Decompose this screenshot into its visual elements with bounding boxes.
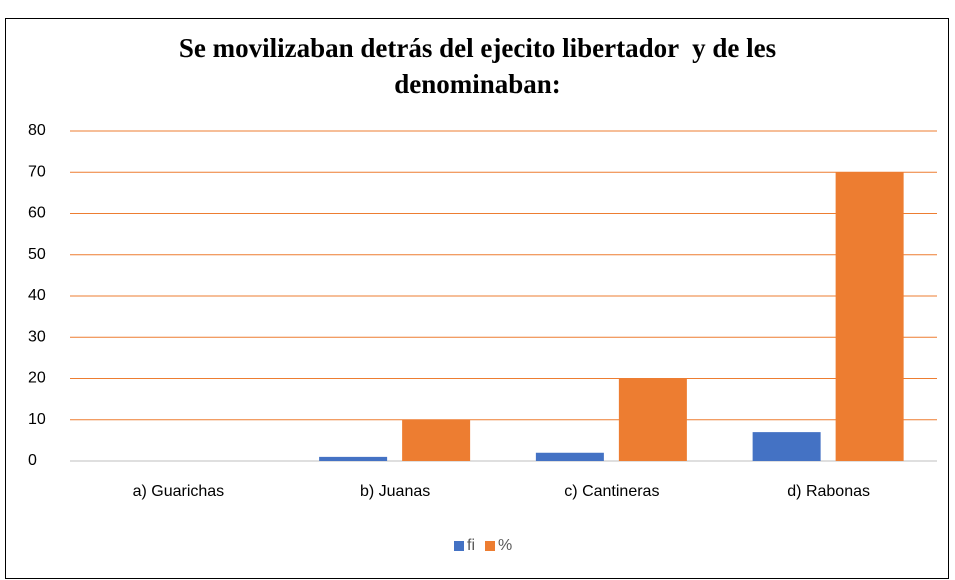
x-tick-label: b) Juanas	[360, 483, 430, 500]
x-tick-label: d) Rabonas	[787, 483, 870, 500]
y-tick-label: 10	[28, 411, 46, 428]
chart-title: Se movilizaban detrás del ejecito libert…	[178, 33, 783, 99]
y-tick-label: 30	[28, 328, 46, 345]
legend-label: fi	[467, 537, 475, 554]
x-tick-label: a) Guarichas	[133, 483, 225, 500]
y-tick-label: 0	[28, 452, 37, 469]
x-tick-label: c) Cantineras	[564, 483, 659, 500]
legend-swatch	[485, 541, 495, 551]
y-tick-label: 80	[28, 122, 46, 139]
bar	[835, 172, 904, 461]
bar	[618, 378, 687, 461]
y-tick-label: 60	[28, 205, 46, 222]
y-tick-label: 50	[28, 246, 46, 263]
y-tick-label: 70	[28, 163, 46, 180]
bar	[752, 432, 821, 461]
legend-label: %	[498, 537, 512, 554]
legend-swatch	[454, 541, 464, 551]
y-tick-label: 20	[28, 370, 46, 387]
bar	[319, 456, 388, 461]
bar	[535, 452, 604, 461]
bar	[402, 419, 471, 461]
chart-frame	[5, 18, 949, 579]
y-tick-label: 40	[28, 287, 46, 304]
